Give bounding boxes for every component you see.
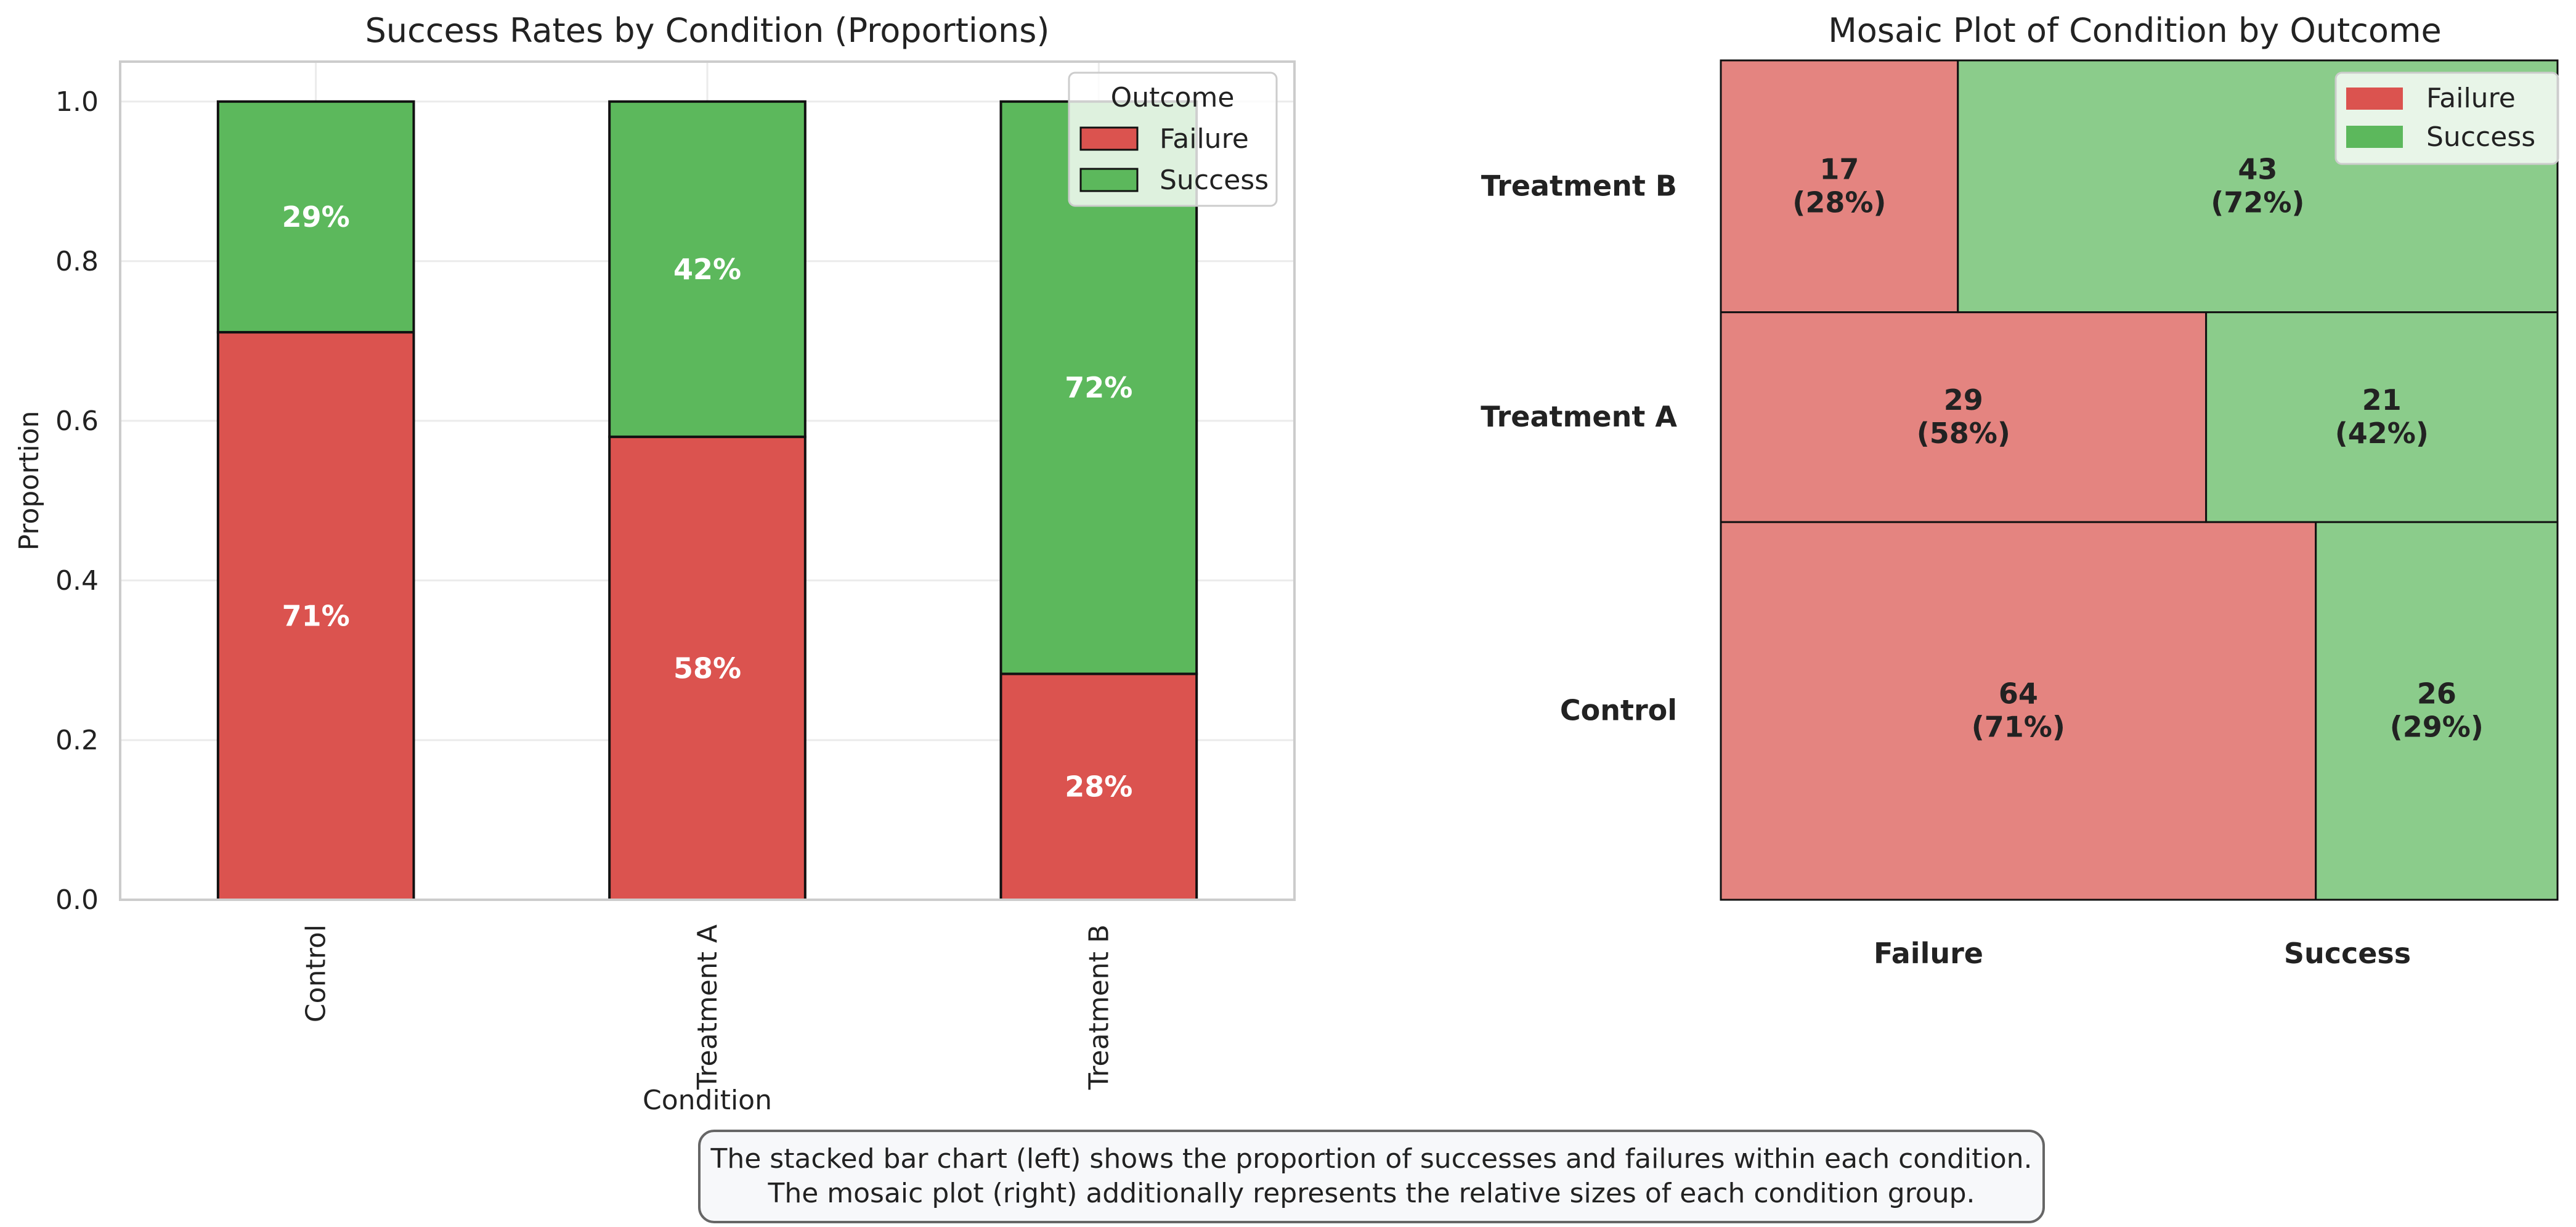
caption-line-1: The stacked bar chart (left) shows the p… [710,1143,2033,1175]
bar-label-success-treatment-b: 72% [1065,371,1132,404]
bar-chart-data-labels: 71% 29% 58% 42% 28% 72% [282,200,1133,804]
bar-failure-control [216,331,415,901]
bar-y-tick-label: 1.0 [55,86,99,118]
mosaic-title: Mosaic Plot of Condition by Outcome [1828,11,2442,50]
mosaic-cell-control-success [2315,521,2559,901]
mosaic-column-labels: Failure Success [1874,937,2411,970]
mosaic-row-labels: Control Treatment A Treatment B [1481,169,1677,727]
bar-chart-bars [216,100,1198,901]
bar-label-success-treatment-a: 42% [673,253,741,286]
bar-chart-ylabel: Proportion [14,410,45,550]
bar-y-tick-label: 0.0 [55,884,99,916]
mosaic-percent-treatment-b-success: (72%) [2211,185,2304,219]
mosaic-count-treatment-b-failure: 17 [1819,152,1859,185]
mosaic-count-control-failure: 64 [1999,677,2038,711]
bar-label-success-control: 29% [282,200,350,234]
bar-y-tick-label: 0.2 [55,725,99,756]
mosaic-cell-labels: 64(71%) 26(29%) 29(58%) 21(42%) 17(28%) 43(72… [1792,152,2484,743]
mosaic-cell-treatment-a-failure [1720,311,2208,523]
mosaic-legend-label-success: Success [2426,121,2535,153]
mosaic-percent-treatment-b-failure: (28%) [1792,185,1886,219]
bar-label-failure-treatment-b: 28% [1065,770,1132,804]
bar-x-tick-treatment-a: Treatment A [692,924,723,1090]
mosaic-row-label-treatment-b: Treatment B [1481,169,1677,202]
mosaic-count-treatment-b-success: 43 [2238,152,2277,185]
mosaic-percent-treatment-a-failure: (58%) [1917,417,2010,450]
caption-line-2: The mosaic plot (right) additionally rep… [768,1178,1975,1209]
bar-success-treatment-a [608,100,807,438]
bar-legend-label-failure: Failure [1160,123,1249,155]
mosaic-cells [1720,59,2559,901]
mosaic-cell-control-failure [1720,521,2317,901]
bar-chart-frame [119,60,1296,901]
mosaic-row-label-control: Control [1560,694,1677,727]
mosaic-cell-treatment-b-failure [1720,59,1959,314]
bar-y-tick-label: 0.4 [55,565,99,597]
mosaic-count-treatment-a-success: 21 [2362,383,2402,417]
mosaic-legend-swatch-success [2346,126,2403,148]
bar-x-tick-control: Control [301,924,332,1022]
bar-y-tick-label: 0.8 [55,246,99,277]
bar-legend-swatch-failure [1079,126,1139,151]
mosaic-column-label-success: Success [2284,937,2411,970]
bar-chart-title: Success Rates by Condition (Proportions) [365,11,1050,50]
bar-y-tick-label: 0.6 [55,406,99,437]
bar-chart-legend: Outcome Failure Success [1068,71,1278,207]
bar-legend-swatch-success [1079,168,1139,192]
caption-box: The stacked bar chart (left) shows the p… [698,1130,2045,1223]
mosaic-cell-treatment-a-success [2205,311,2559,523]
bar-chart-xlabel: Condition [643,1085,772,1116]
mosaic-legend: Failure Success [2334,71,2559,165]
mosaic-percent-control-success: (29%) [2390,711,2484,744]
mosaic-legend-label-failure: Failure [2426,83,2516,114]
mosaic-row-label-treatment-a: Treatment A [1481,400,1677,433]
bar-label-failure-treatment-a: 58% [673,651,741,685]
mosaic-column-label-failure: Failure [1874,937,1983,970]
bar-label-failure-control: 71% [282,600,350,633]
bar-chart-y-ticks: 0.0 0.2 0.4 0.6 0.8 1.0 [55,86,99,916]
mosaic-count-control-success: 26 [2417,677,2456,711]
bar-chart-x-ticks: Control Treatment A Treatment B [301,924,1115,1090]
mosaic-count-treatment-a-failure: 29 [1944,383,1983,417]
mosaic-percent-control-failure: (71%) [1972,711,2065,744]
bar-legend-title: Outcome [1111,82,1235,113]
bar-legend-label-success: Success [1160,165,1269,196]
mosaic-legend-swatch-failure [2346,88,2403,110]
bar-x-tick-treatment-b: Treatment B [1083,924,1115,1090]
bar-success-control [216,100,415,334]
mosaic-percent-treatment-a-success: (42%) [2335,417,2429,450]
